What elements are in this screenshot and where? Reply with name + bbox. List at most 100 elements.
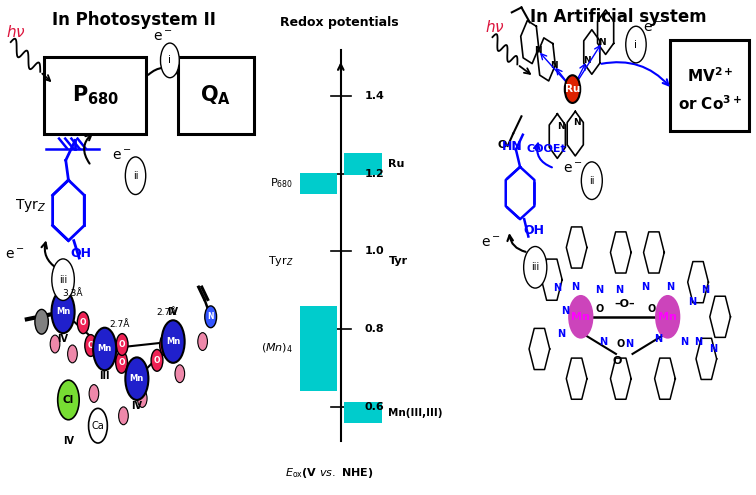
Circle shape: [93, 328, 116, 370]
Text: N: N: [572, 282, 579, 292]
Text: N: N: [654, 334, 662, 344]
Text: 1.0: 1.0: [364, 247, 384, 256]
Text: O: O: [612, 356, 622, 366]
Text: O: O: [119, 340, 125, 349]
Text: N: N: [573, 118, 581, 127]
Circle shape: [569, 296, 593, 338]
Text: N: N: [666, 282, 674, 292]
Text: O: O: [119, 358, 125, 367]
Bar: [344, 402, 382, 423]
Text: Ru: Ru: [565, 84, 580, 94]
Text: $\mathrm{e}^-$: $\mathrm{e}^-$: [153, 30, 172, 44]
Text: N: N: [709, 344, 717, 354]
Text: O: O: [497, 140, 507, 149]
Text: $\mathbf{Q_A}$: $\mathbf{Q_A}$: [200, 83, 231, 107]
Text: O: O: [647, 304, 655, 314]
Text: Mn: Mn: [658, 312, 677, 322]
Text: $\mathrm{P}_{680}$: $\mathrm{P}_{680}$: [270, 177, 293, 191]
Text: N: N: [625, 339, 633, 349]
Text: $\mathbf{MV^{2+}}$: $\mathbf{MV^{2+}}$: [686, 66, 733, 85]
Text: $(Mn)_4$: $(Mn)_4$: [261, 342, 293, 355]
Text: $\mathbf{P_{680}}$: $\mathbf{P_{680}}$: [72, 83, 119, 107]
Text: i: i: [169, 55, 172, 65]
Text: N: N: [553, 283, 561, 293]
FancyBboxPatch shape: [45, 57, 146, 134]
Circle shape: [89, 385, 99, 402]
FancyBboxPatch shape: [671, 40, 749, 131]
Text: $\mathrm{e}^-$: $\mathrm{e}^-$: [562, 161, 582, 175]
Text: $\mathrm{Tyr}_Z$: $\mathrm{Tyr}_Z$: [15, 197, 46, 214]
Bar: [300, 173, 337, 194]
Text: iii: iii: [531, 262, 539, 272]
Text: IV: IV: [132, 401, 142, 411]
Text: iii: iii: [59, 275, 67, 285]
Text: N: N: [557, 122, 565, 131]
Text: 0.6: 0.6: [364, 401, 384, 412]
Text: IV: IV: [57, 334, 69, 344]
Text: ii: ii: [589, 176, 594, 186]
Text: Mn: Mn: [572, 312, 590, 322]
Circle shape: [88, 408, 107, 443]
Circle shape: [656, 296, 680, 338]
Bar: [344, 153, 382, 175]
Text: N: N: [701, 285, 709, 295]
Circle shape: [581, 162, 603, 199]
Text: 2.7Å: 2.7Å: [109, 320, 129, 329]
Text: N: N: [207, 312, 214, 321]
Text: N: N: [689, 297, 696, 307]
Text: 2.7Å: 2.7Å: [156, 308, 177, 317]
Circle shape: [626, 26, 646, 63]
Text: Mn: Mn: [166, 337, 180, 346]
Bar: [300, 306, 337, 391]
Text: IV: IV: [63, 436, 74, 446]
Text: COOEt: COOEt: [526, 144, 566, 153]
Text: O: O: [88, 341, 94, 350]
Text: $h\nu$: $h\nu$: [485, 19, 505, 35]
Text: $\mathrm{e}^-$: $\mathrm{e}^-$: [113, 149, 132, 163]
Text: N: N: [694, 337, 702, 346]
Text: Mn: Mn: [56, 307, 70, 316]
Text: Cl: Cl: [63, 395, 74, 405]
Circle shape: [77, 312, 89, 334]
Text: 0.8: 0.8: [364, 324, 384, 334]
Circle shape: [524, 247, 547, 288]
Text: Mn: Mn: [130, 374, 144, 383]
Text: Ca: Ca: [91, 421, 104, 431]
Circle shape: [151, 349, 163, 371]
Circle shape: [162, 320, 184, 363]
Text: i: i: [634, 40, 637, 50]
Text: N: N: [557, 329, 565, 339]
Text: N: N: [562, 306, 570, 316]
FancyBboxPatch shape: [178, 57, 253, 134]
Text: $\mathrm{e}^-$: $\mathrm{e}^-$: [643, 20, 662, 34]
Circle shape: [565, 75, 580, 103]
Text: HN: HN: [501, 140, 522, 152]
Circle shape: [85, 335, 97, 356]
Circle shape: [160, 43, 179, 78]
Text: 1.4: 1.4: [364, 91, 385, 101]
Circle shape: [116, 351, 128, 373]
Text: N: N: [615, 285, 624, 295]
Text: IV: IV: [168, 307, 178, 317]
Circle shape: [67, 345, 77, 363]
Circle shape: [35, 309, 48, 334]
Text: $\mathrm{Tyr}_Z$: $\mathrm{Tyr}_Z$: [268, 254, 293, 268]
Circle shape: [160, 334, 172, 356]
Text: O: O: [80, 318, 86, 327]
Circle shape: [198, 333, 207, 350]
Circle shape: [51, 291, 75, 333]
Circle shape: [175, 365, 184, 383]
Text: ii: ii: [133, 171, 138, 181]
Text: Ru: Ru: [389, 159, 404, 169]
Circle shape: [116, 334, 128, 355]
Text: N: N: [599, 337, 607, 346]
Text: OH: OH: [70, 248, 91, 260]
Text: –O–: –O–: [614, 299, 634, 309]
Text: N: N: [599, 38, 606, 47]
Circle shape: [50, 335, 60, 353]
Text: $\mathrm{e}^-$: $\mathrm{e}^-$: [482, 236, 501, 249]
Text: III: III: [100, 371, 110, 381]
Circle shape: [205, 306, 216, 328]
Circle shape: [138, 390, 147, 407]
Circle shape: [52, 259, 74, 300]
